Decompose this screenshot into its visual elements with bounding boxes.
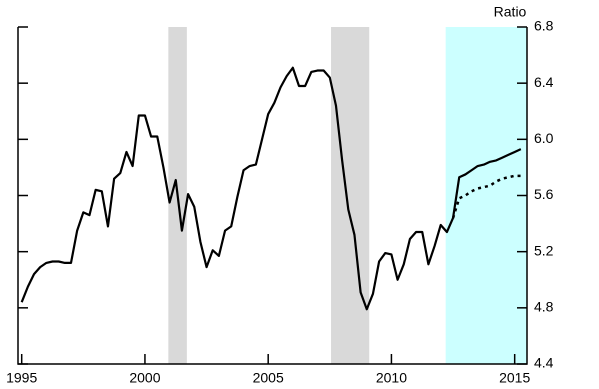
y-tick-label: 5.2 [534, 242, 554, 258]
y-tick-label: 5.6 [534, 186, 554, 202]
x-tick-label: 2000 [129, 370, 160, 386]
x-tick-label: 2010 [376, 370, 407, 386]
series-line [451, 174, 521, 219]
x-tick-label: 1995 [6, 370, 37, 386]
y-tick-label: 6.8 [534, 18, 554, 34]
shaded-region [331, 27, 370, 364]
y-axis-label: Ratio [494, 4, 527, 20]
y-tick-label: 4.8 [534, 299, 554, 315]
x-tick-label: 2005 [253, 370, 284, 386]
y-tick-label: 4.4 [534, 355, 554, 371]
shaded-region [445, 27, 527, 364]
y-tick-label: 6.0 [534, 130, 554, 146]
series-line [20, 66, 522, 311]
y-tick-label: 6.4 [534, 74, 554, 90]
x-tick-label: 2015 [499, 370, 530, 386]
